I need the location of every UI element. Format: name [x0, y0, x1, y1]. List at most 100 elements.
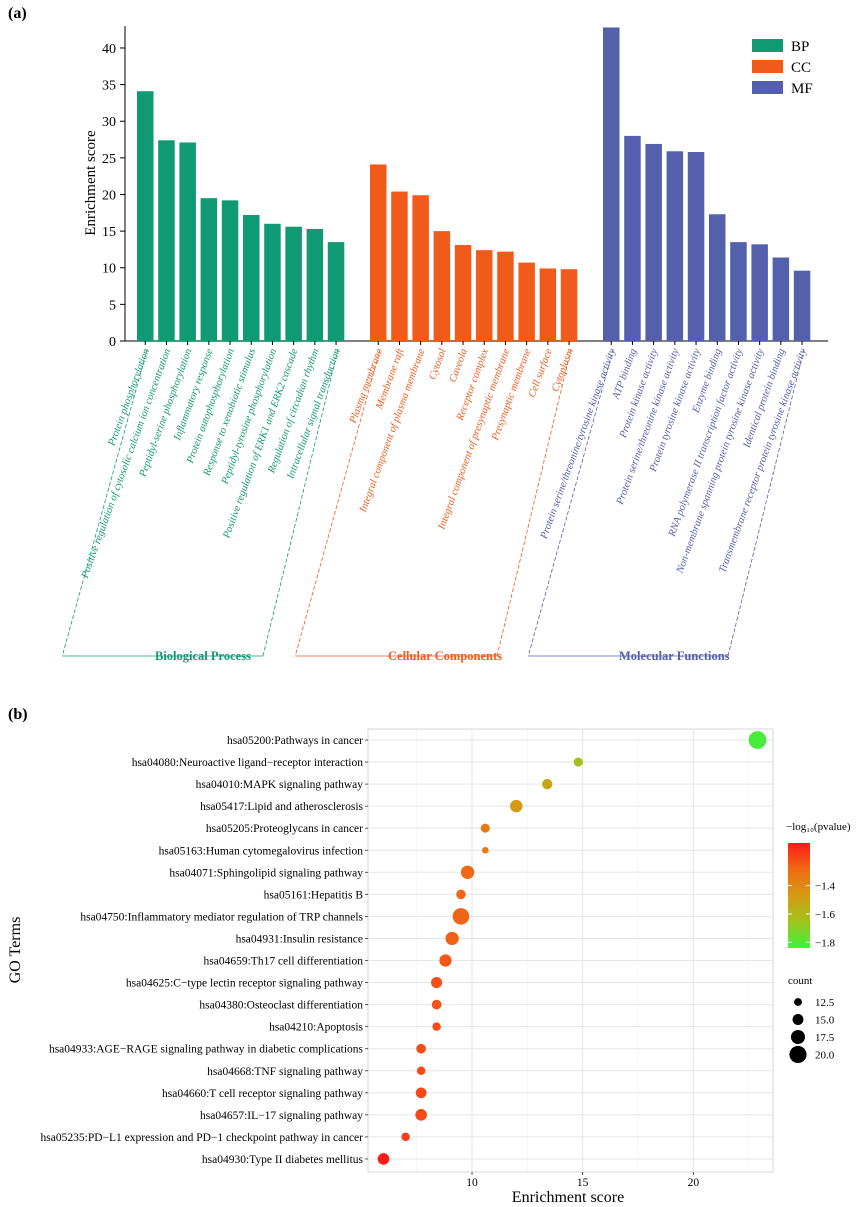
term-label: hsa05417:Lipid and atherosclerosis — [200, 801, 363, 813]
term-label: hsa04625:C−type lectin receptor signalin… — [126, 978, 363, 990]
y-tick-label: 10 — [102, 262, 116, 277]
bubble-point — [748, 731, 767, 749]
panel-a-label: (a) — [8, 5, 27, 22]
bar-bp-10 — [327, 242, 345, 341]
y-tick-label: 30 — [102, 115, 116, 130]
bar-bp-6 — [243, 215, 260, 341]
size-legend-label: 12.5 — [815, 997, 835, 1009]
bar-cc-3 — [412, 195, 429, 341]
bar-mf-9 — [772, 257, 790, 341]
bar-mf-2 — [624, 135, 641, 341]
size-legend-label: 17.5 — [815, 1032, 835, 1044]
bubble-point — [452, 908, 470, 925]
bar-cc-2 — [391, 191, 408, 341]
term-label: hsa04668:TNF signaling pathway — [207, 1066, 363, 1078]
bar-bp-5 — [221, 200, 239, 341]
legend-swatch-cc — [752, 60, 783, 73]
group-bracket-left — [294, 348, 381, 657]
group-name-bp: Biological Process — [155, 649, 251, 663]
bar-bp-7 — [264, 223, 281, 341]
term-label: hsa05205:Proteoglycans in cancer — [206, 823, 363, 835]
legend-swatch-bp — [752, 39, 783, 52]
term-label: hsa04080:Neuroactive ligand−receptor int… — [132, 757, 364, 769]
y-tick-label: 25 — [102, 152, 116, 167]
bar-cc-9 — [539, 268, 557, 341]
bar-bp-4 — [200, 198, 218, 341]
bar-cc-8 — [518, 262, 535, 341]
bubble-point — [415, 1087, 427, 1099]
bar-bp-8 — [285, 226, 302, 341]
bubble-point — [480, 823, 490, 833]
bar-mf-6 — [709, 214, 726, 341]
size-legend-dot — [789, 1045, 807, 1064]
bar-mf-8 — [751, 244, 768, 341]
size-legend-label: 20.0 — [815, 1050, 835, 1062]
color-legend: −log₁₀(pvalue) −1.4 −1.6 −1.8 — [786, 821, 851, 949]
x-tick-label: Plasma membrane — [348, 347, 386, 426]
group-name-mf: Molecular Functions — [619, 649, 730, 663]
group-bracket-left — [527, 348, 614, 657]
bubble-point — [481, 846, 489, 854]
term-label: hsa04750:Inflammatory mediator regulatio… — [80, 911, 363, 923]
bar-cc-1 — [370, 164, 387, 341]
term-label: hsa04210:Apoptosis — [269, 1022, 363, 1034]
term-label: hsa04931:Insulin resistance — [236, 933, 363, 945]
term-label: hsa05235:PD−L1 expression and PD−1 check… — [41, 1132, 364, 1144]
color-bar — [788, 843, 810, 948]
group-bracket-right — [262, 348, 339, 657]
bubble-point — [573, 757, 583, 767]
color-bar-label: −1.4 — [815, 881, 835, 893]
bar-legend: BP CC MF — [752, 39, 813, 97]
y-tick-label: 40 — [102, 42, 116, 57]
term-label: hsa04380:Osteoclast differentiation — [199, 1000, 363, 1012]
size-legend-dot — [794, 998, 802, 1006]
bubble-point — [415, 1109, 427, 1121]
bar-cc-5 — [454, 245, 472, 341]
bar-mf-10 — [793, 270, 811, 341]
bar-mf-3 — [645, 143, 662, 341]
color-legend-title: −log₁₀(pvalue) — [786, 821, 851, 833]
term-label: hsa05163:Human cytomegalovirus infection — [159, 845, 364, 857]
x-axis-title: Enrichment score — [512, 1189, 624, 1206]
bar-group-mf: Protein serine/threonine/tyrosine kinase… — [527, 27, 811, 663]
group-bracket-right — [727, 348, 805, 657]
y-tick-label: 35 — [102, 79, 116, 94]
bubble-point — [431, 999, 442, 1010]
term-label: hsa05161:Hepatitis B — [264, 889, 364, 901]
bar-cc-7 — [497, 251, 514, 341]
color-bar-label: −1.6 — [815, 909, 835, 921]
y-tick-label: 5 — [109, 298, 116, 313]
x-tick-label: 15 — [577, 1177, 589, 1189]
term-label: hsa04071:Sphingolipid signaling pathway — [169, 867, 363, 879]
term-label: hsa04659:Th17 cell differentiation — [204, 956, 364, 968]
bar-mf-4 — [666, 151, 684, 341]
bar-mf-1 — [603, 27, 620, 341]
bar-cc-6 — [476, 250, 493, 341]
bar-mf-5 — [687, 152, 705, 341]
bubble-point — [439, 954, 452, 967]
bubble-point — [460, 865, 475, 880]
bar-bp-3 — [179, 142, 196, 341]
color-bar-label: −1.8 — [815, 937, 835, 949]
bubble-point — [431, 976, 443, 989]
y-axis-title: GO Terms — [7, 917, 24, 984]
group-name-cc: Cellular Components — [388, 649, 502, 663]
term-label: hsa05200:Pathways in cancer — [227, 735, 363, 747]
bar-bp-9 — [306, 228, 324, 341]
bar-bp-2 — [158, 140, 175, 341]
y-tick-label: 20 — [102, 188, 116, 203]
term-label: hsa04010:MAPK signaling pathway — [196, 779, 364, 791]
bar-mf-7 — [730, 242, 747, 341]
panel-b-label: (b) — [8, 706, 28, 723]
plot-panel — [367, 728, 774, 1173]
bubble-point — [456, 889, 466, 900]
term-label: hsa04930:Type II diabetes mellitus — [202, 1154, 364, 1166]
size-legend-dot — [790, 1029, 806, 1045]
x-tick-label: Positive regulation of cytosolic calcium… — [79, 347, 173, 580]
size-legend-title: count — [788, 975, 812, 987]
bubble-point — [416, 1066, 426, 1075]
